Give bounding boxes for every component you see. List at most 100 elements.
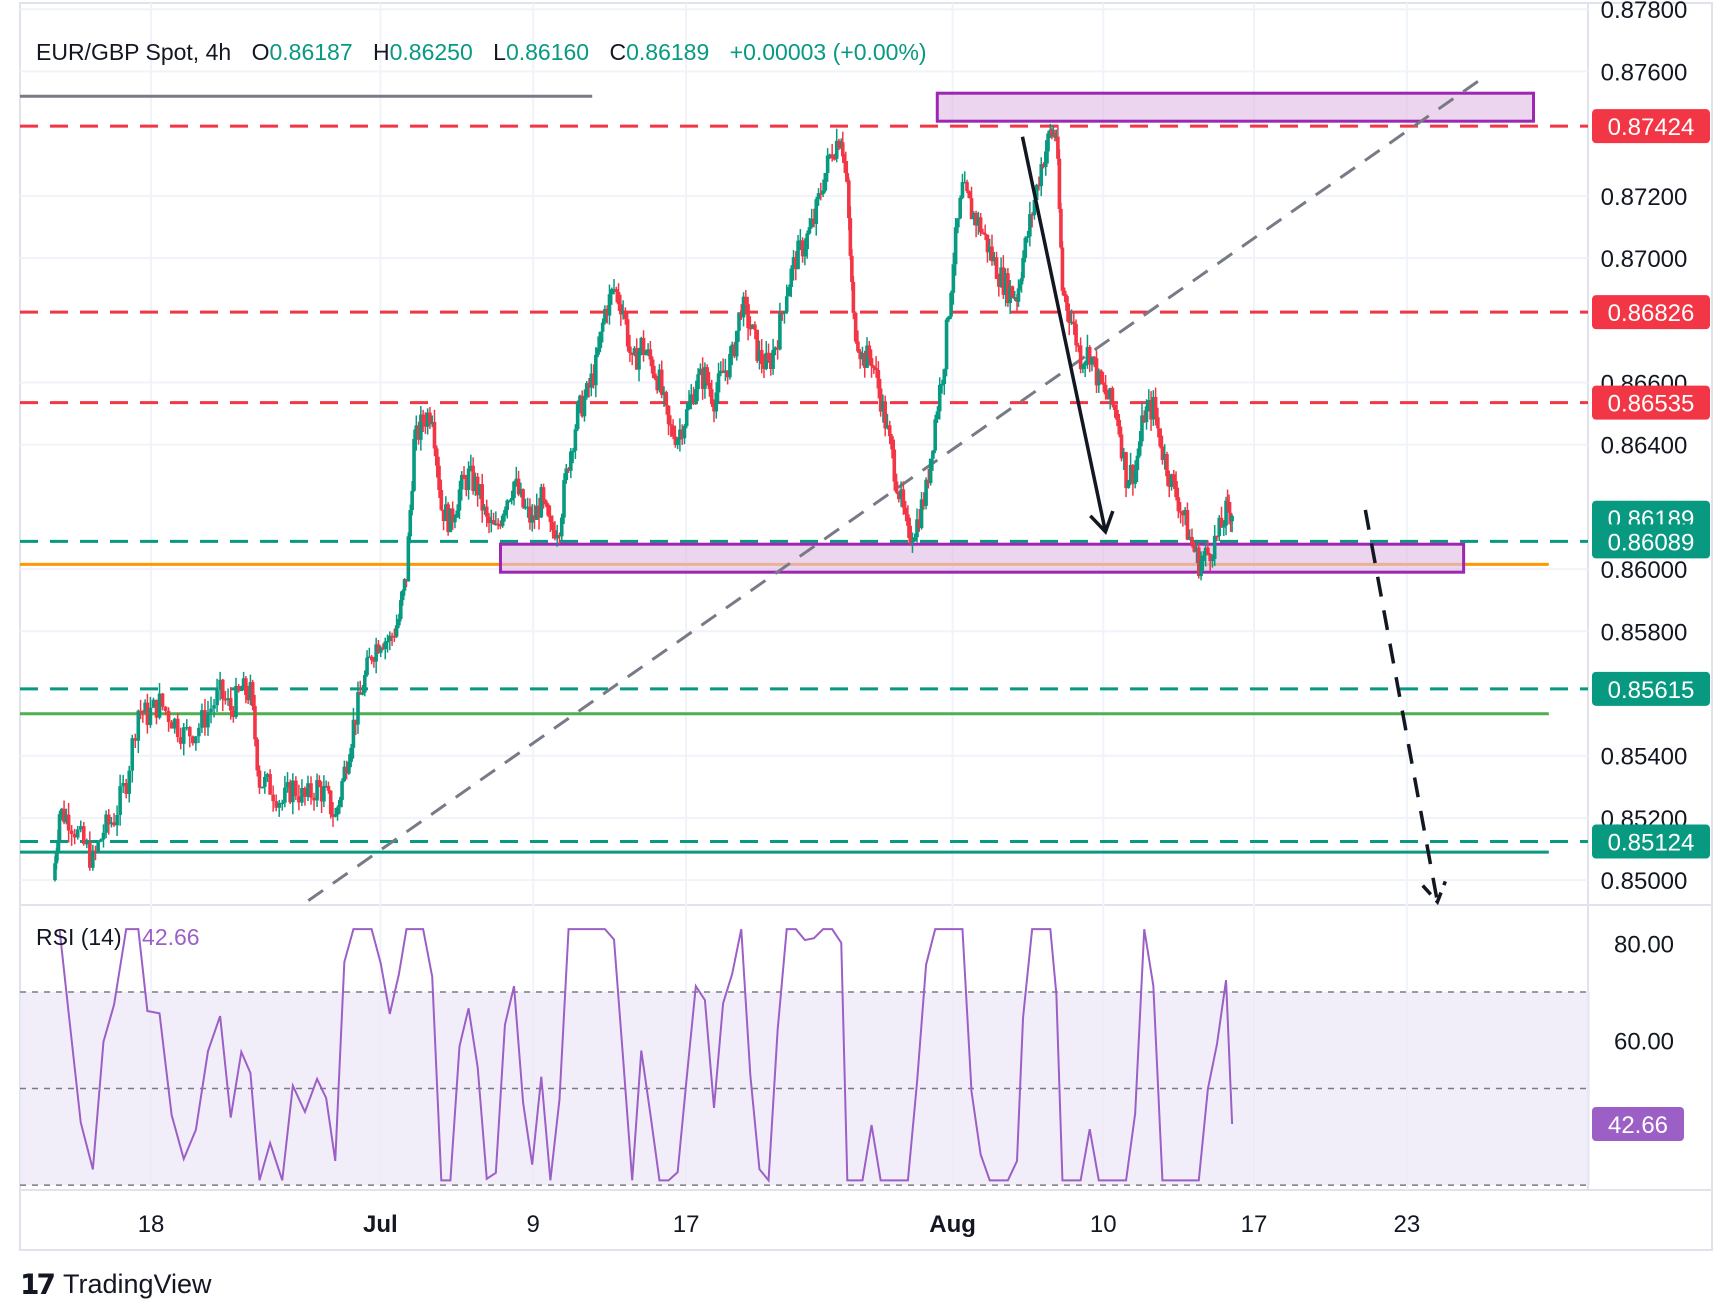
- candle-up: [621, 300, 625, 320]
- candle-down: [625, 313, 630, 352]
- candle-body: [541, 487, 546, 501]
- candle-up: [1230, 514, 1234, 533]
- candle-body: [1050, 129, 1054, 136]
- candle-down: [1185, 502, 1190, 541]
- candle-body: [184, 727, 189, 729]
- candle-down: [634, 338, 639, 370]
- candle-up: [1217, 515, 1222, 542]
- candle-down: [908, 517, 912, 547]
- candle-down: [297, 784, 301, 811]
- candle-body: [1021, 257, 1025, 279]
- candle-body: [228, 698, 233, 711]
- candle-body: [324, 785, 328, 788]
- candle-down: [178, 727, 183, 750]
- candle-body: [860, 353, 865, 360]
- candle-body: [750, 324, 755, 329]
- candle-body: [1146, 400, 1151, 407]
- candle-body: [434, 448, 439, 466]
- candle-body: [678, 429, 682, 440]
- rsi-tick-label: 60.00: [1614, 1028, 1674, 1055]
- candle-down: [353, 719, 358, 736]
- candle-up: [784, 284, 789, 314]
- candle-up: [992, 251, 997, 266]
- candle-body: [578, 395, 582, 404]
- candle-body: [598, 331, 603, 348]
- candle-up: [57, 810, 62, 851]
- candle-down: [528, 498, 532, 530]
- candle-body: [315, 779, 319, 801]
- candle-down: [294, 776, 298, 801]
- candle-body: [151, 699, 156, 708]
- candle-up: [942, 368, 947, 395]
- price-tag-bg: [1592, 385, 1710, 420]
- candle-body: [466, 468, 471, 491]
- time-axis[interactable]: 18 Jul 9 17 Aug 10 17 23: [138, 1211, 1421, 1238]
- candle-up: [935, 406, 940, 423]
- candle-up: [589, 363, 594, 397]
- candle-down: [903, 500, 908, 522]
- candle-body: [881, 401, 885, 412]
- candle-up: [972, 211, 976, 226]
- candle-up: [609, 287, 614, 305]
- candle-body: [367, 656, 372, 659]
- candle-body: [1115, 409, 1119, 420]
- candle-body: [698, 368, 703, 375]
- candle-body: [400, 590, 405, 601]
- candle-body: [69, 830, 74, 834]
- candle-up: [865, 337, 869, 368]
- candle-up: [347, 754, 351, 775]
- candle-down: [965, 179, 969, 194]
- candle-body: [378, 647, 383, 653]
- candle-down: [867, 340, 872, 366]
- candle-up: [933, 414, 937, 454]
- candle-body: [903, 507, 908, 515]
- price-tag-text: 0.87424: [1608, 114, 1695, 141]
- candle-body: [288, 782, 292, 803]
- candle-up: [64, 808, 69, 825]
- candle-body: [687, 401, 691, 410]
- candle-up: [960, 173, 965, 200]
- candle-up: [503, 506, 507, 522]
- candle-body: [937, 384, 942, 412]
- candle-body: [607, 294, 612, 316]
- candle-body: [816, 193, 821, 200]
- candle-body: [93, 850, 98, 853]
- price-tag-resistance: 0.86826: [1592, 295, 1710, 330]
- candle-down: [862, 350, 867, 378]
- candle-body: [1003, 273, 1008, 295]
- candle-body: [987, 246, 992, 253]
- candle-down: [392, 628, 397, 642]
- candle-body: [700, 368, 705, 389]
- candle-body: [1121, 452, 1126, 459]
- candle-body: [621, 310, 625, 315]
- candle-body: [865, 345, 869, 368]
- candle-body: [840, 142, 845, 157]
- candle-down: [869, 349, 874, 378]
- candle-down: [769, 352, 773, 376]
- candle-body: [1144, 406, 1149, 423]
- candle-body: [1025, 236, 1030, 238]
- candle-up: [771, 338, 775, 375]
- tradingview-logo[interactable]: 𝟭𝟳 TradingView: [20, 1268, 212, 1301]
- candle-down: [557, 532, 562, 545]
- candle-up: [719, 361, 723, 377]
- candle-up: [976, 211, 981, 235]
- price-labels: 0.874240.868260.865350.861890.860890.856…: [1592, 109, 1710, 1142]
- candle-body: [550, 522, 555, 531]
- candle-down: [541, 483, 546, 509]
- candle-up: [807, 218, 812, 235]
- candle-body: [469, 465, 473, 469]
- candle-body: [1032, 199, 1037, 216]
- open-value: 0.86187: [269, 39, 352, 65]
- candle-body: [734, 330, 739, 357]
- candle-down: [319, 781, 324, 813]
- candle-down: [288, 779, 292, 804]
- candle-body: [775, 347, 780, 350]
- candle-down: [641, 330, 646, 362]
- candle-body: [1203, 547, 1208, 556]
- candle-body: [1210, 558, 1215, 562]
- candle-body: [858, 351, 862, 360]
- candle-body: [662, 392, 666, 395]
- candle-body: [455, 510, 460, 518]
- candle-up: [340, 778, 344, 808]
